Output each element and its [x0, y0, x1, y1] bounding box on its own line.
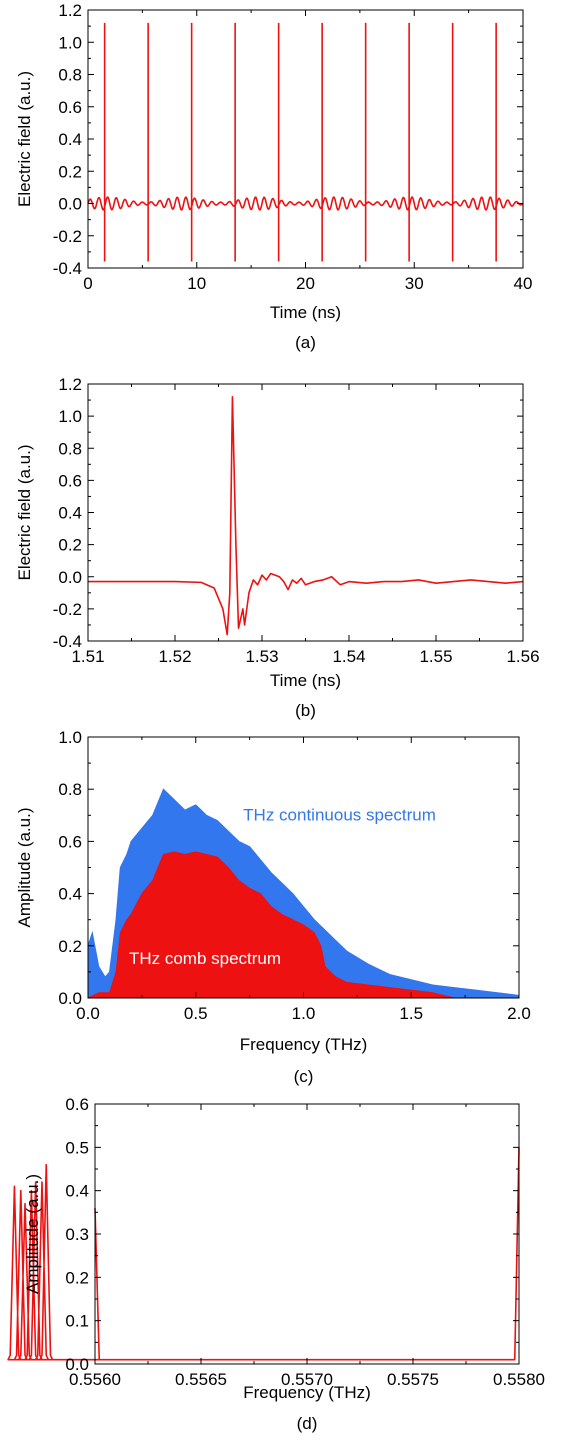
- y-tick-label: 1.2: [58, 1, 82, 20]
- y-tick-label: 0.8: [58, 439, 82, 458]
- y-tick-label: 0.4: [58, 885, 82, 904]
- x-tick-label: 40: [514, 274, 533, 293]
- x-tick-label: 0.5580: [493, 1370, 545, 1389]
- y-tick-label: 0.0: [65, 1355, 89, 1374]
- x-tick-label: 2.0: [507, 1004, 531, 1023]
- x-tick-label: 1.53: [245, 647, 278, 666]
- panel-caption: (b): [295, 701, 316, 720]
- x-axis-title: Frequency (THz): [240, 1035, 368, 1054]
- x-tick-label: 1.55: [419, 647, 452, 666]
- y-tick-label: 0.6: [58, 98, 82, 117]
- x-tick-label: 1.56: [506, 647, 539, 666]
- y-tick-label: 0.8: [58, 780, 82, 799]
- x-tick-label: 0.5575: [387, 1370, 439, 1389]
- panel-caption: (a): [295, 333, 316, 352]
- x-tick-label: 1.54: [332, 647, 365, 666]
- y-tick-label: 1.0: [58, 33, 82, 52]
- y-tick-label: 0.4: [65, 1182, 89, 1201]
- plot-frame: [94, 1103, 520, 1365]
- y-tick-label: 1.0: [58, 407, 82, 426]
- x-tick-label: 10: [187, 274, 206, 293]
- y-axis-title: Amplitude (a.u.): [23, 1174, 42, 1294]
- y-tick-label: 0.5: [65, 1138, 89, 1157]
- y-tick-label: -0.4: [53, 632, 82, 651]
- x-axis-title: Time (ns): [270, 671, 341, 690]
- plot-frame: [87, 383, 524, 642]
- x-tick-label: 0: [83, 274, 92, 293]
- y-tick-label: 0.4: [58, 504, 82, 523]
- y-tick-label: 0.6: [65, 1095, 89, 1114]
- x-tick-label: 0.5: [184, 1004, 208, 1023]
- y-tick-label: -0.2: [53, 227, 82, 246]
- x-axis-title: Frequency (THz): [243, 1383, 371, 1402]
- comb-spectrum-label: THz comb spectrum: [129, 949, 281, 968]
- plot-frame: [87, 9, 524, 269]
- x-tick-label: 0.0: [76, 1004, 100, 1023]
- panel-b: 1.51 1.52 1.53 1.54 1.55 1.56 -0.4 -0.2 0.0 0.2 0.…: [15, 375, 540, 720]
- y-tick-label: -0.2: [53, 600, 82, 619]
- y-tick-label: 1.0: [58, 728, 82, 747]
- y-tick-label: 0.2: [58, 937, 82, 956]
- panel-d: 0.5560 0.5565 0.5570 0.5575 0.5580 0.0 0.1 0.2 0…: [7, 1095, 545, 1433]
- x-tick-label: 1.52: [158, 647, 191, 666]
- y-tick-label: 0.0: [58, 195, 82, 214]
- y-tick-label: 0.0: [58, 989, 82, 1008]
- y-tick-label: -0.4: [53, 259, 82, 278]
- x-tick-label: 0.5570: [281, 1370, 333, 1389]
- panel-c: THz continuous spectrum THz comb spectrum…: [15, 728, 531, 1086]
- x-tick-label: 30: [405, 274, 424, 293]
- y-tick-label: 0.3: [65, 1225, 89, 1244]
- panel-caption: (d): [297, 1414, 318, 1433]
- x-tick-label: 1.51: [71, 647, 104, 666]
- pulse-line: [88, 396, 524, 636]
- x-axis-title: Time (ns): [270, 303, 341, 322]
- comb-line: [7, 1147, 520, 1361]
- panel-caption: (c): [294, 1067, 314, 1086]
- y-axis-title: Amplitude (a.u.): [15, 808, 34, 928]
- y-axis-title: Electric field (a.u.): [15, 444, 34, 580]
- comb-spectrum-area: [87, 851, 519, 999]
- x-tick-label: 0.5560: [69, 1370, 121, 1389]
- y-tick-label: 1.2: [58, 375, 82, 394]
- x-tick-label: 20: [296, 274, 315, 293]
- panel-a: 0 10 20 30 40 -0.4 -0.2 0.0 0.2 0.4 0.6 0.8 1.0 1.2 Ti…: [15, 1, 532, 352]
- x-tick-label: 1.5: [399, 1004, 423, 1023]
- y-tick-label: 0.1: [65, 1312, 89, 1331]
- ripple-line: [87, 196, 524, 211]
- y-tick-label: 0.8: [58, 66, 82, 85]
- x-tick-label: 0.5565: [175, 1370, 227, 1389]
- y-tick-label: 0.2: [65, 1268, 89, 1287]
- y-tick-label: 0.2: [58, 536, 82, 555]
- y-tick-label: 0.6: [58, 832, 82, 851]
- x-tick-label: 1.0: [292, 1004, 316, 1023]
- continuous-spectrum-label: THz continuous spectrum: [243, 806, 436, 825]
- y-tick-label: 0.6: [58, 471, 82, 490]
- y-tick-label: 0.4: [58, 130, 82, 149]
- y-tick-label: 0.0: [58, 568, 82, 587]
- y-axis-title: Electric field (a.u.): [15, 71, 34, 207]
- y-tick-label: 0.2: [58, 162, 82, 181]
